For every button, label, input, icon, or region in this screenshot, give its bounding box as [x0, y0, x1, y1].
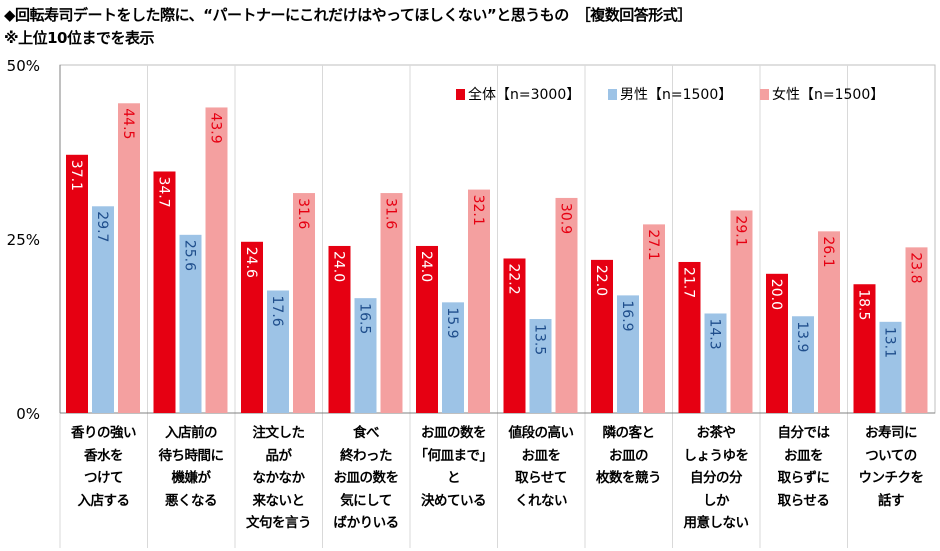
bar	[792, 316, 814, 413]
legend-swatch	[760, 89, 769, 100]
data-label: 29.7	[94, 211, 110, 242]
bar	[179, 234, 202, 413]
bar	[205, 107, 228, 414]
data-label: 18.5	[856, 289, 872, 320]
x-tick-label: 自分では お皿を 取らずに 取らせる	[777, 425, 831, 509]
bar	[66, 154, 88, 413]
legend-swatch	[608, 89, 617, 100]
data-label: 16.5	[357, 303, 373, 334]
data-label: 34.7	[156, 176, 172, 207]
data-label: 24.0	[418, 251, 434, 282]
data-label: 29.1	[733, 215, 749, 246]
data-label: 43.9	[208, 112, 224, 143]
data-label: 22.2	[506, 263, 522, 294]
data-label: 31.6	[295, 198, 311, 229]
bar	[853, 284, 876, 413]
x-tick-label: お茶や しょうゆを 自分の分 しか 用意しない	[683, 425, 750, 532]
bar	[503, 258, 526, 413]
chart-title: ◆回転寿司デートをした際に、“パートナーにこれだけはやってほしくない”と思うもの…	[4, 6, 692, 24]
legend-swatch	[456, 89, 465, 100]
chart-subtitle: ※上位10位までを表示	[4, 29, 154, 47]
data-label: 22.0	[593, 265, 609, 296]
bar	[879, 321, 902, 413]
x-tick-label: 香りの強い 香水を つけて 入店する	[71, 425, 137, 509]
x-tick-label: 入店前の 待ち時間に 機嫌が 悪くなる	[158, 425, 225, 509]
bar	[905, 247, 928, 413]
bar	[529, 319, 552, 413]
x-tick-label: 食べ 終わった お皿の数を 気にして ばかりいる	[333, 425, 399, 532]
bar	[380, 193, 403, 413]
bar	[293, 193, 315, 413]
legend-label: 男性【n=1500】	[620, 87, 732, 103]
x-tick-label: お寿司に ついての ウンチクを 話す	[858, 425, 925, 509]
data-label: 24.0	[331, 251, 347, 282]
data-label: 20.0	[768, 279, 784, 310]
data-label: 24.6	[243, 247, 259, 278]
bar	[118, 103, 140, 413]
data-label: 16.9	[619, 300, 635, 331]
legend-label: 全体【n=3000】	[468, 86, 580, 103]
data-label: 32.1	[470, 195, 486, 226]
x-tick-label: 隣の客と お皿の 枚数を競う	[596, 425, 662, 487]
bar	[241, 241, 263, 413]
bar	[591, 259, 613, 413]
bar	[92, 206, 114, 413]
data-label: 14.3	[707, 318, 723, 349]
data-label: 27.1	[645, 229, 661, 260]
data-label: 23.8	[908, 252, 924, 283]
bar	[704, 313, 727, 413]
bar	[354, 298, 377, 413]
bar	[730, 210, 753, 413]
bar	[643, 224, 665, 413]
data-label: 31.6	[383, 198, 399, 229]
x-tick-label: お皿の数を 「何皿まで」 と 決めている	[414, 425, 494, 509]
y-tick-label: 50%	[7, 57, 40, 75]
data-label: 15.9	[444, 307, 460, 338]
bar	[328, 245, 351, 413]
data-label: 13.5	[532, 324, 548, 355]
data-label: 13.1	[882, 327, 898, 358]
x-tick-label: 注文した 品が なかなか 来ないと 文句を言う	[246, 425, 312, 532]
bar	[153, 171, 176, 413]
data-label: 17.6	[269, 296, 285, 327]
data-label: 44.5	[120, 108, 136, 139]
data-label: 30.9	[558, 203, 574, 234]
bar	[267, 290, 289, 413]
data-label: 25.6	[182, 240, 198, 271]
bar	[468, 189, 490, 413]
data-label: 26.1	[820, 236, 836, 267]
data-label: 37.1	[68, 160, 84, 191]
legend-label: 女性【n=1500】	[772, 86, 884, 103]
bar	[766, 273, 788, 413]
y-tick-label: 25%	[7, 231, 40, 249]
bar	[555, 197, 578, 413]
bar	[442, 302, 464, 413]
data-label: 21.7	[681, 267, 697, 298]
y-tick-label: 0%	[16, 405, 40, 423]
bar	[818, 231, 840, 413]
bar	[416, 245, 438, 413]
bar	[617, 295, 639, 413]
data-label: 13.9	[794, 321, 810, 352]
x-tick-label: 値段の高い お皿を 取らせて くれない	[508, 425, 575, 509]
bar	[678, 261, 701, 413]
